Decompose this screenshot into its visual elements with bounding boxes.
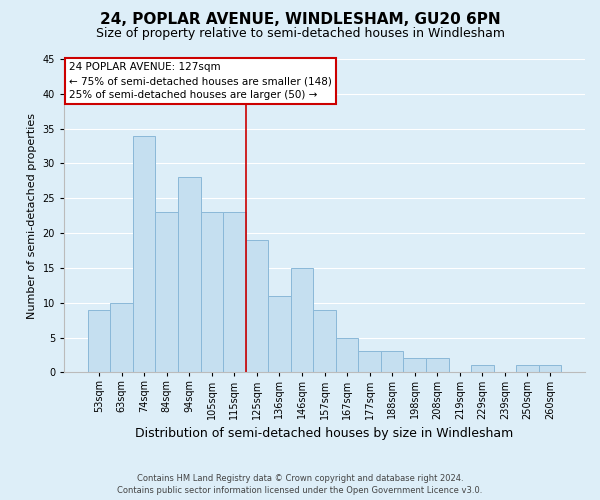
- Bar: [268, 296, 291, 372]
- Bar: [336, 338, 358, 372]
- Text: Contains HM Land Registry data © Crown copyright and database right 2024.
Contai: Contains HM Land Registry data © Crown c…: [118, 474, 482, 495]
- Bar: [110, 302, 133, 372]
- Y-axis label: Number of semi-detached properties: Number of semi-detached properties: [27, 112, 37, 318]
- Text: Size of property relative to semi-detached houses in Windlesham: Size of property relative to semi-detach…: [95, 28, 505, 40]
- Bar: [200, 212, 223, 372]
- Text: 24, POPLAR AVENUE, WINDLESHAM, GU20 6PN: 24, POPLAR AVENUE, WINDLESHAM, GU20 6PN: [100, 12, 500, 28]
- X-axis label: Distribution of semi-detached houses by size in Windlesham: Distribution of semi-detached houses by …: [136, 427, 514, 440]
- Bar: [133, 136, 155, 372]
- Bar: [291, 268, 313, 372]
- Bar: [178, 178, 200, 372]
- Bar: [381, 352, 403, 372]
- Bar: [155, 212, 178, 372]
- Bar: [358, 352, 381, 372]
- Bar: [313, 310, 336, 372]
- Text: 24 POPLAR AVENUE: 127sqm
← 75% of semi-detached houses are smaller (148)
25% of : 24 POPLAR AVENUE: 127sqm ← 75% of semi-d…: [69, 62, 332, 100]
- Bar: [516, 366, 539, 372]
- Bar: [471, 366, 494, 372]
- Bar: [403, 358, 426, 372]
- Bar: [88, 310, 110, 372]
- Bar: [426, 358, 449, 372]
- Bar: [245, 240, 268, 372]
- Bar: [539, 366, 562, 372]
- Bar: [223, 212, 245, 372]
